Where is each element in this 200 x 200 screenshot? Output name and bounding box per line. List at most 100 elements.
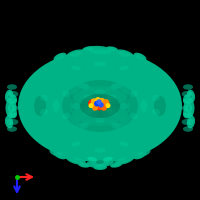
Ellipse shape — [9, 95, 17, 105]
Ellipse shape — [114, 128, 134, 140]
Circle shape — [97, 100, 101, 104]
Ellipse shape — [62, 113, 70, 119]
Ellipse shape — [114, 155, 134, 165]
Ellipse shape — [111, 123, 121, 129]
Ellipse shape — [119, 141, 129, 147]
Ellipse shape — [142, 150, 150, 156]
Ellipse shape — [10, 106, 12, 110]
Ellipse shape — [183, 98, 193, 104]
Ellipse shape — [110, 52, 122, 58]
Ellipse shape — [7, 126, 17, 132]
Ellipse shape — [182, 119, 192, 125]
Ellipse shape — [90, 160, 110, 166]
Ellipse shape — [182, 105, 192, 111]
Ellipse shape — [186, 99, 188, 101]
Ellipse shape — [8, 102, 14, 114]
Ellipse shape — [114, 49, 134, 59]
Ellipse shape — [50, 150, 58, 156]
Ellipse shape — [34, 96, 46, 116]
Ellipse shape — [8, 119, 18, 125]
Ellipse shape — [12, 99, 14, 101]
Ellipse shape — [89, 47, 111, 55]
Ellipse shape — [22, 112, 32, 120]
Ellipse shape — [7, 98, 17, 104]
Ellipse shape — [130, 113, 138, 119]
Ellipse shape — [82, 46, 94, 52]
Ellipse shape — [125, 56, 135, 62]
Ellipse shape — [154, 96, 166, 116]
Ellipse shape — [61, 154, 75, 160]
Ellipse shape — [79, 83, 89, 89]
Ellipse shape — [42, 106, 58, 118]
Ellipse shape — [94, 148, 106, 152]
Ellipse shape — [66, 128, 86, 140]
Ellipse shape — [108, 47, 116, 51]
Ellipse shape — [69, 157, 83, 163]
Ellipse shape — [91, 154, 109, 160]
Ellipse shape — [120, 77, 140, 95]
Ellipse shape — [66, 155, 86, 165]
Ellipse shape — [137, 74, 151, 86]
Ellipse shape — [135, 152, 145, 158]
Ellipse shape — [186, 102, 192, 114]
Ellipse shape — [112, 163, 120, 167]
Ellipse shape — [102, 83, 130, 105]
Ellipse shape — [187, 116, 195, 128]
Ellipse shape — [72, 120, 128, 140]
Ellipse shape — [95, 117, 105, 123]
Ellipse shape — [168, 92, 178, 100]
Ellipse shape — [133, 53, 147, 61]
Ellipse shape — [7, 92, 11, 100]
Circle shape — [103, 100, 109, 105]
Ellipse shape — [119, 65, 129, 71]
Ellipse shape — [142, 106, 158, 118]
Circle shape — [102, 101, 109, 108]
Ellipse shape — [70, 86, 130, 126]
Ellipse shape — [5, 90, 13, 102]
Ellipse shape — [107, 108, 117, 116]
Ellipse shape — [65, 56, 75, 62]
Ellipse shape — [80, 68, 120, 80]
Ellipse shape — [71, 65, 81, 71]
Ellipse shape — [183, 108, 191, 118]
Ellipse shape — [96, 160, 104, 164]
Ellipse shape — [106, 46, 118, 52]
Ellipse shape — [182, 91, 192, 97]
Ellipse shape — [7, 118, 11, 126]
Ellipse shape — [152, 95, 160, 101]
Ellipse shape — [185, 97, 189, 103]
Ellipse shape — [66, 70, 86, 82]
Ellipse shape — [7, 112, 17, 118]
Ellipse shape — [55, 152, 65, 158]
Ellipse shape — [60, 115, 80, 133]
Ellipse shape — [91, 54, 109, 60]
Ellipse shape — [125, 154, 139, 160]
Ellipse shape — [70, 105, 98, 127]
Ellipse shape — [187, 90, 195, 102]
Ellipse shape — [7, 84, 17, 90]
Ellipse shape — [152, 109, 160, 115]
Ellipse shape — [8, 120, 10, 124]
Circle shape — [106, 104, 110, 107]
Ellipse shape — [103, 157, 113, 161]
Ellipse shape — [183, 84, 193, 90]
Ellipse shape — [120, 115, 140, 133]
Ellipse shape — [12, 112, 14, 114]
Ellipse shape — [83, 94, 93, 102]
Ellipse shape — [189, 92, 193, 100]
Ellipse shape — [53, 100, 60, 112]
Ellipse shape — [84, 47, 92, 51]
Ellipse shape — [72, 72, 128, 92]
Ellipse shape — [183, 112, 193, 118]
Ellipse shape — [140, 100, 148, 112]
Ellipse shape — [62, 91, 70, 97]
Circle shape — [89, 100, 96, 107]
Ellipse shape — [93, 164, 107, 170]
Ellipse shape — [5, 116, 13, 128]
Ellipse shape — [114, 70, 134, 82]
Ellipse shape — [48, 84, 72, 128]
Ellipse shape — [117, 157, 131, 163]
Ellipse shape — [170, 100, 178, 112]
Ellipse shape — [186, 112, 188, 114]
Ellipse shape — [49, 124, 63, 136]
